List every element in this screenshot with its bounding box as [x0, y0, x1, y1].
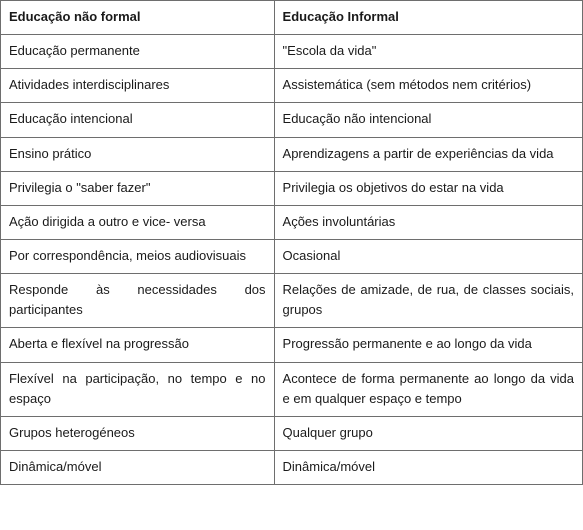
cell-left: Educação intencional — [1, 103, 275, 137]
cell-left: Responde às necessidades dos participant… — [1, 274, 275, 328]
table-row: Atividades interdisciplinares Assistemát… — [1, 69, 583, 103]
cell-left: Privilegia o "saber fazer" — [1, 171, 275, 205]
table-row: Por correspondência, meios audiovisuais … — [1, 239, 583, 273]
table-row: Dinâmica/móvel Dinâmica/móvel — [1, 450, 583, 484]
cell-left: Ensino prático — [1, 137, 275, 171]
cell-left: Educação permanente — [1, 35, 275, 69]
cell-left: Atividades interdisciplinares — [1, 69, 275, 103]
cell-right: Qualquer grupo — [274, 416, 582, 450]
cell-right: Privilegia os objetivos do estar na vida — [274, 171, 582, 205]
cell-right: Progressão permanente e ao longo da vida — [274, 328, 582, 362]
table-row: Ensino prático Aprendizagens a partir de… — [1, 137, 583, 171]
table-row: Educação permanente "Escola da vida" — [1, 35, 583, 69]
col-header-nonformal: Educação não formal — [1, 1, 275, 35]
cell-right: Dinâmica/móvel — [274, 450, 582, 484]
cell-right: Assistemática (sem métodos nem critérios… — [274, 69, 582, 103]
cell-left: Grupos heterogéneos — [1, 416, 275, 450]
cell-left: Dinâmica/móvel — [1, 450, 275, 484]
cell-left: Ação dirigida a outro e vice- versa — [1, 205, 275, 239]
cell-right: Aprendizagens a partir de experiências d… — [274, 137, 582, 171]
table-row: Responde às necessidades dos participant… — [1, 274, 583, 328]
col-header-informal: Educação Informal — [274, 1, 582, 35]
table-row: Grupos heterogéneos Qualquer grupo — [1, 416, 583, 450]
cell-right: Ocasional — [274, 239, 582, 273]
table-row: Flexível na participação, no tempo e no … — [1, 362, 583, 416]
cell-right: Ações involuntárias — [274, 205, 582, 239]
table-row: Educação intencional Educação não intenc… — [1, 103, 583, 137]
cell-right: "Escola da vida" — [274, 35, 582, 69]
table-row: Privilegia o "saber fazer" Privilegia os… — [1, 171, 583, 205]
cell-left: Aberta e flexível na progressão — [1, 328, 275, 362]
table-row: Aberta e flexível na progressão Progress… — [1, 328, 583, 362]
cell-right: Relações de amizade, de rua, de classes … — [274, 274, 582, 328]
comparison-table: Educação não formal Educação Informal Ed… — [0, 0, 583, 485]
cell-left: Flexível na participação, no tempo e no … — [1, 362, 275, 416]
cell-right: Educação não intencional — [274, 103, 582, 137]
table-header-row: Educação não formal Educação Informal — [1, 1, 583, 35]
table-row: Ação dirigida a outro e vice- versa Açõe… — [1, 205, 583, 239]
cell-right: Acontece de forma permanente ao longo da… — [274, 362, 582, 416]
cell-left: Por correspondência, meios audiovisuais — [1, 239, 275, 273]
